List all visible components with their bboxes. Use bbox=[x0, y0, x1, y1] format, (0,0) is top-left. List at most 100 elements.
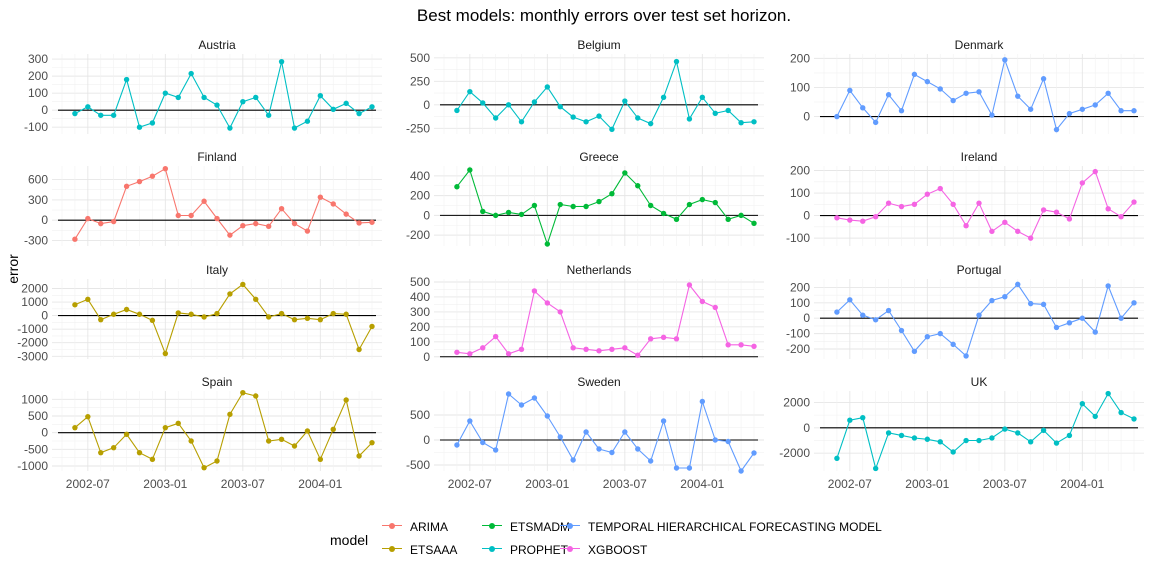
data-point bbox=[136, 311, 143, 317]
data-point bbox=[188, 438, 194, 444]
data-point bbox=[1066, 320, 1073, 326]
data-point bbox=[712, 199, 718, 206]
data-point bbox=[570, 457, 576, 463]
data-point bbox=[136, 124, 143, 130]
data-point bbox=[673, 216, 680, 223]
data-point bbox=[136, 178, 143, 185]
data-point bbox=[1066, 216, 1073, 222]
data-point bbox=[1053, 209, 1060, 215]
data-point bbox=[72, 110, 78, 117]
data-point bbox=[162, 90, 169, 96]
data-point bbox=[738, 120, 744, 126]
data-point bbox=[214, 215, 220, 222]
y-tick-label: -250 bbox=[406, 121, 430, 135]
data-point bbox=[492, 212, 499, 219]
y-tick-label: 500 bbox=[28, 409, 48, 423]
data-point bbox=[937, 330, 943, 337]
data-point bbox=[369, 323, 375, 330]
data-point bbox=[725, 342, 731, 348]
data-point bbox=[686, 116, 693, 122]
data-point bbox=[240, 281, 246, 288]
data-point bbox=[1118, 214, 1124, 220]
data-point bbox=[492, 333, 499, 340]
x-tick-label: 2004-01 bbox=[298, 477, 342, 491]
data-point bbox=[304, 228, 311, 234]
data-point bbox=[544, 241, 551, 247]
y-tick-label: 300 bbox=[410, 305, 430, 319]
data-point bbox=[1002, 426, 1008, 432]
panel-uk: UK -2000 0 2000 2002-07 2003-01 2003-07 2004-01 bbox=[779, 375, 1144, 491]
data-point bbox=[467, 167, 473, 173]
data-point bbox=[1092, 329, 1098, 335]
data-point bbox=[123, 431, 130, 438]
data-point bbox=[699, 196, 706, 203]
data-point bbox=[834, 455, 840, 462]
data-point bbox=[686, 282, 693, 288]
data-point bbox=[751, 220, 757, 226]
data-point bbox=[635, 183, 641, 189]
data-point bbox=[647, 336, 654, 342]
data-point bbox=[963, 223, 969, 229]
data-point bbox=[976, 312, 982, 318]
data-point bbox=[898, 327, 905, 334]
data-point bbox=[583, 203, 589, 210]
panel-finland: Finland -300 0 300 600 bbox=[24, 150, 382, 248]
y-tick-label: 0 bbox=[41, 103, 48, 117]
data-point bbox=[950, 449, 956, 455]
data-point bbox=[1092, 413, 1098, 420]
data-point bbox=[343, 311, 349, 317]
legend-label: PROPHET bbox=[510, 543, 569, 557]
data-point bbox=[1066, 432, 1073, 439]
data-point bbox=[467, 351, 473, 357]
data-point bbox=[647, 202, 654, 209]
data-point bbox=[149, 317, 156, 324]
data-point bbox=[492, 115, 499, 121]
data-point bbox=[1040, 427, 1047, 434]
data-point bbox=[1092, 102, 1098, 108]
legend: model ARIMA ETSAAA ETSMADM PROPHET TEMPORAL … bbox=[330, 517, 930, 567]
data-point bbox=[937, 185, 943, 192]
data-point bbox=[834, 113, 840, 120]
data-point bbox=[343, 100, 349, 107]
y-tick-label: -500 bbox=[406, 458, 430, 472]
data-point bbox=[175, 310, 181, 316]
legend-key bbox=[482, 543, 504, 555]
data-point bbox=[369, 439, 375, 446]
y-tick-label: -100 bbox=[786, 231, 810, 245]
y-tick-label: 200 bbox=[790, 280, 810, 294]
data-point bbox=[596, 348, 602, 354]
y-tick-label: 0 bbox=[41, 426, 48, 440]
y-tick-label: 400 bbox=[410, 290, 430, 304]
data-point bbox=[356, 346, 362, 353]
data-point bbox=[531, 288, 538, 294]
data-point bbox=[317, 93, 324, 99]
data-point bbox=[570, 114, 576, 120]
y-tick-label: -100 bbox=[24, 120, 48, 134]
data-point bbox=[751, 343, 757, 349]
y-tick-label: -2000 bbox=[779, 446, 810, 460]
data-point bbox=[278, 206, 285, 212]
y-tick-label: -300 bbox=[24, 234, 48, 248]
data-point bbox=[253, 393, 259, 399]
y-tick-label: 2000 bbox=[783, 395, 810, 409]
data-point bbox=[454, 107, 460, 114]
data-point bbox=[963, 437, 969, 444]
data-point bbox=[898, 432, 905, 439]
data-point bbox=[227, 291, 233, 297]
data-point bbox=[834, 309, 840, 315]
data-point bbox=[110, 112, 117, 118]
x-tick-label: 2002-07 bbox=[66, 477, 110, 491]
data-point bbox=[1118, 315, 1124, 321]
data-point bbox=[963, 90, 969, 96]
data-point bbox=[291, 316, 298, 323]
x-tick-label: 2004-01 bbox=[1060, 477, 1104, 491]
legend-key-point bbox=[389, 546, 395, 552]
data-point bbox=[505, 391, 512, 397]
y-tick-label: -1000 bbox=[17, 459, 48, 473]
data-point bbox=[467, 88, 473, 95]
data-point bbox=[72, 302, 78, 308]
panel-title: UK bbox=[971, 375, 988, 389]
data-point bbox=[725, 216, 731, 223]
data-point bbox=[531, 99, 538, 105]
data-point bbox=[635, 115, 641, 121]
